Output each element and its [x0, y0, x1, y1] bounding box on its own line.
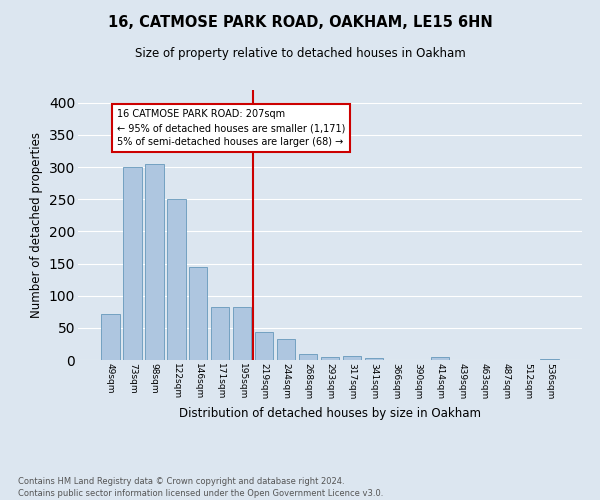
Bar — [365, 358, 383, 360]
Bar — [431, 358, 449, 360]
Text: 16 CATMOSE PARK ROAD: 207sqm
← 95% of detached houses are smaller (1,171)
5% of : 16 CATMOSE PARK ROAD: 207sqm ← 95% of de… — [117, 110, 345, 148]
Bar — [101, 314, 119, 360]
Text: 16, CATMOSE PARK ROAD, OAKHAM, LE15 6HN: 16, CATMOSE PARK ROAD, OAKHAM, LE15 6HN — [107, 15, 493, 30]
Bar — [299, 354, 317, 360]
Bar — [255, 332, 274, 360]
Bar — [145, 164, 164, 360]
Bar — [167, 200, 185, 360]
Bar — [541, 358, 559, 360]
Bar — [189, 267, 208, 360]
Bar — [343, 356, 361, 360]
Bar — [277, 340, 295, 360]
Text: Size of property relative to detached houses in Oakham: Size of property relative to detached ho… — [134, 48, 466, 60]
Text: Contains HM Land Registry data © Crown copyright and database right 2024.
Contai: Contains HM Land Registry data © Crown c… — [18, 476, 383, 498]
Bar — [320, 357, 340, 360]
X-axis label: Distribution of detached houses by size in Oakham: Distribution of detached houses by size … — [179, 408, 481, 420]
Y-axis label: Number of detached properties: Number of detached properties — [30, 132, 43, 318]
Bar — [123, 167, 142, 360]
Bar — [233, 306, 251, 360]
Bar — [211, 306, 229, 360]
